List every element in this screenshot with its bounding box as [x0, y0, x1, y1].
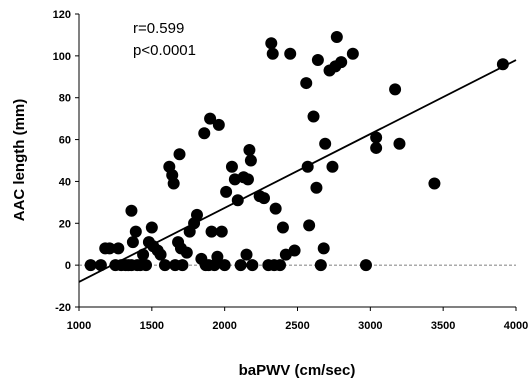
y-axis-ticks: -20 0 20 40 60 80 100 120 — [53, 9, 79, 314]
y-tick-label: 120 — [53, 9, 71, 21]
data-point — [428, 177, 441, 190]
data-point — [330, 31, 343, 44]
data-point — [112, 242, 125, 255]
data-point — [215, 225, 228, 238]
data-point — [212, 118, 225, 131]
x-tick-label: 1500 — [140, 320, 164, 332]
data-point — [140, 259, 153, 272]
x-axis-ticks: 1000 1500 2000 2500 3000 3500 4000 — [67, 307, 528, 332]
data-point — [326, 160, 339, 173]
data-point — [154, 248, 167, 261]
y-tick-label: -20 — [55, 302, 71, 314]
data-point — [244, 154, 257, 167]
data-point — [158, 259, 171, 272]
data-point — [84, 259, 97, 272]
data-point — [231, 194, 244, 207]
data-point — [220, 185, 233, 198]
y-tick-label: 100 — [53, 51, 71, 63]
data-point — [225, 160, 238, 173]
data-point — [145, 221, 158, 234]
y-axis-title: AAC length (mm) — [11, 99, 28, 222]
data-point — [284, 47, 297, 60]
data-point — [126, 236, 139, 249]
x-tick-label: 4000 — [504, 320, 528, 332]
data-point — [389, 83, 402, 96]
data-point — [204, 112, 217, 125]
data-point — [129, 225, 142, 238]
x-tick-label: 1000 — [67, 320, 91, 332]
data-point — [317, 242, 330, 255]
data-point — [180, 246, 193, 259]
y-tick-label: 80 — [59, 93, 71, 105]
data-point — [314, 259, 327, 272]
data-point — [311, 54, 324, 67]
x-tick-label: 3500 — [431, 320, 455, 332]
data-point — [310, 181, 323, 194]
data-point — [303, 219, 316, 232]
x-tick-label: 3000 — [358, 320, 382, 332]
data-point — [370, 131, 383, 144]
data-point — [319, 137, 332, 150]
data-point — [243, 144, 256, 157]
y-tick-label: 20 — [59, 218, 71, 230]
data-point — [346, 47, 359, 60]
data-point — [265, 37, 278, 50]
data-point — [173, 148, 186, 161]
data-points — [84, 31, 509, 272]
data-point — [234, 259, 247, 272]
regression-line — [78, 59, 517, 283]
data-point — [103, 242, 116, 255]
y-tick-label: 60 — [59, 135, 71, 147]
data-point — [94, 259, 107, 272]
correlation-annotation: r=0.599 — [133, 20, 184, 37]
data-point — [300, 77, 313, 90]
data-point — [198, 127, 211, 140]
y-tick-label: 40 — [59, 176, 71, 188]
x-tick-label: 2000 — [212, 320, 236, 332]
x-tick-label: 2500 — [285, 320, 309, 332]
data-point — [218, 259, 231, 272]
data-point — [211, 250, 224, 263]
data-point — [393, 137, 406, 150]
data-point — [246, 259, 259, 272]
data-point — [359, 259, 372, 272]
plot-area: -20 0 20 40 60 80 100 120 1000 1500 2000 2500 3000 3… — [53, 9, 529, 332]
data-point — [276, 221, 289, 234]
x-axis-title: baPWV (cm/sec) — [239, 362, 356, 379]
data-point — [274, 259, 287, 272]
data-point — [370, 141, 383, 154]
p-value-annotation: p<0.0001 — [133, 42, 196, 59]
data-point — [167, 177, 180, 190]
data-point — [335, 56, 348, 69]
data-point — [307, 110, 320, 123]
data-point — [240, 248, 253, 261]
data-point — [241, 173, 254, 186]
data-point — [176, 259, 189, 272]
data-point — [257, 192, 270, 205]
data-point — [125, 204, 138, 217]
data-point — [205, 225, 218, 238]
data-point — [288, 244, 301, 257]
data-point — [269, 202, 282, 215]
data-point — [266, 47, 279, 60]
y-tick-label: 0 — [65, 260, 71, 272]
data-point — [190, 208, 203, 221]
